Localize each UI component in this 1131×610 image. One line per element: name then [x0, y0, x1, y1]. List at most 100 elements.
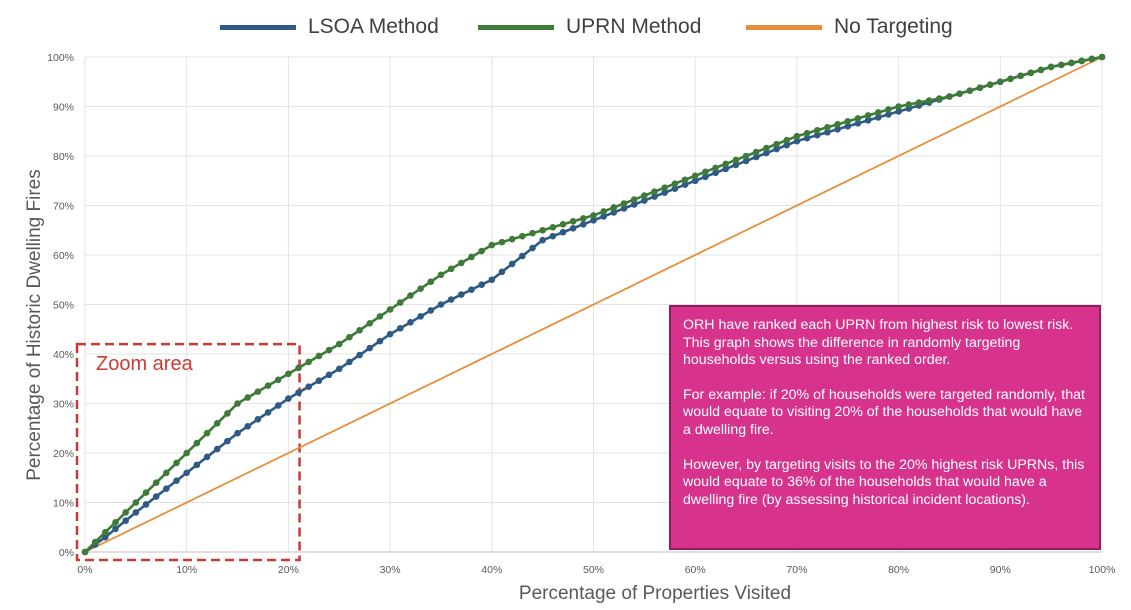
y-tick-label: 70%	[53, 201, 74, 213]
data-point-uprn-method	[946, 93, 953, 100]
data-point-uprn-method	[651, 188, 658, 195]
series-lines	[81, 53, 1106, 556]
data-point-uprn-method	[752, 148, 760, 156]
data-point-uprn-method	[661, 184, 668, 191]
data-point-lsoa-method	[559, 228, 567, 236]
data-point-uprn-method	[844, 118, 852, 125]
data-point-uprn-method	[732, 156, 740, 164]
data-point-uprn-method	[325, 346, 333, 354]
data-point-lsoa-method	[193, 461, 201, 469]
data-point-lsoa-method	[295, 389, 302, 396]
data-point-lsoa-method	[641, 197, 648, 204]
data-point-lsoa-method	[325, 371, 333, 379]
data-point-uprn-method	[722, 160, 730, 168]
data-point-lsoa-method	[183, 469, 190, 477]
data-point-uprn-method	[997, 78, 1004, 86]
data-point-uprn-method	[274, 376, 282, 384]
data-point-lsoa-method	[346, 358, 353, 366]
data-point-uprn-method	[1007, 75, 1014, 83]
data-point-lsoa-method	[132, 509, 140, 516]
x-tick-label: 50%	[583, 564, 604, 576]
data-point-uprn-method	[1037, 66, 1045, 74]
data-point-lsoa-method	[610, 209, 618, 216]
y-tick-label: 60%	[53, 250, 74, 262]
data-point-uprn-method	[508, 235, 516, 243]
data-point-uprn-method	[1027, 69, 1035, 77]
data-point-lsoa-method	[783, 141, 791, 149]
data-point-uprn-method	[783, 136, 791, 144]
y-tick-label: 10%	[53, 498, 74, 510]
data-point-lsoa-method	[763, 149, 770, 157]
data-point-lsoa-method	[315, 377, 323, 385]
data-point-uprn-method	[305, 358, 313, 366]
data-point-lsoa-method	[376, 337, 384, 345]
data-point-uprn-method	[671, 180, 679, 188]
data-point-uprn-method	[1068, 59, 1075, 67]
grid-lines	[84, 56, 1103, 553]
data-point-uprn-method	[956, 90, 963, 97]
data-point-lsoa-method	[681, 181, 689, 189]
data-point-uprn-method	[346, 333, 353, 341]
data-point-lsoa-method	[173, 477, 180, 485]
data-point-uprn-method	[254, 388, 262, 395]
data-point-lsoa-method	[254, 416, 262, 423]
legend-item-uprn: UPRN Method	[478, 12, 701, 42]
data-point-lsoa-method	[549, 232, 557, 240]
legend-swatch-uprn	[478, 24, 554, 30]
y-tick-label: 30%	[53, 399, 74, 411]
data-point-lsoa-method	[142, 501, 150, 508]
data-point-lsoa-method	[834, 125, 841, 133]
data-point-uprn-method	[224, 410, 231, 417]
data-point-lsoa-method	[620, 205, 628, 212]
data-point-uprn-method	[417, 285, 424, 292]
data-point-lsoa-method	[112, 525, 119, 533]
data-point-lsoa-method	[163, 485, 170, 492]
y-tick-label: 90%	[53, 102, 74, 114]
data-point-lsoa-method	[244, 422, 252, 430]
data-point-uprn-method	[915, 99, 923, 106]
x-tick-label: 100%	[1089, 564, 1116, 576]
data-point-lsoa-method	[203, 453, 211, 461]
data-point-uprn-method	[691, 172, 699, 180]
zoom-area-box	[75, 342, 301, 562]
data-point-lsoa-method	[437, 301, 445, 308]
data-point-lsoa-method	[580, 221, 587, 228]
data-point-lsoa-method	[702, 173, 709, 181]
data-point-uprn-method	[152, 479, 160, 487]
data-point-uprn-method	[335, 340, 343, 348]
legend-item-no-targeting: No Targeting	[746, 12, 953, 42]
data-point-lsoa-method	[742, 157, 750, 165]
data-point-lsoa-method	[691, 177, 699, 185]
data-point-lsoa-method	[366, 344, 374, 352]
data-point-uprn-method	[834, 121, 841, 128]
data-point-lsoa-method	[519, 252, 526, 260]
data-point-uprn-method	[610, 204, 618, 211]
data-point-lsoa-method	[417, 313, 424, 320]
x-tick-label: 70%	[786, 564, 807, 576]
data-point-lsoa-method	[752, 153, 760, 161]
data-point-uprn-method	[895, 103, 902, 110]
data-point-uprn-method	[203, 429, 211, 437]
data-point-uprn-method	[569, 218, 577, 225]
y-tick-label: 100%	[47, 52, 74, 64]
data-point-lsoa-method	[264, 409, 272, 416]
series-no-targeting	[84, 56, 1103, 553]
annotation-paragraph: For example: if 20% of households were t…	[683, 386, 1085, 438]
x-tick-label: 10%	[176, 564, 197, 576]
data-point-uprn-method	[935, 95, 943, 102]
data-point-uprn-method	[742, 152, 750, 160]
x-tick-label: 30%	[380, 564, 401, 576]
data-point-lsoa-method	[844, 123, 852, 130]
data-point-uprn-method	[519, 232, 526, 240]
legend-label-uprn: UPRN Method	[566, 15, 702, 38]
x-tick-label: 40%	[481, 564, 502, 576]
data-point-uprn-method	[468, 253, 475, 261]
data-point-uprn-method	[91, 538, 99, 546]
data-point-lsoa-method	[539, 236, 546, 244]
y-tick-label: 20%	[53, 448, 74, 460]
data-point-uprn-method	[376, 313, 384, 320]
data-point-uprn-method	[966, 87, 974, 94]
x-tick-label: 90%	[990, 564, 1011, 576]
data-point-uprn-method	[1078, 57, 1085, 65]
data-point-lsoa-method	[285, 395, 292, 402]
